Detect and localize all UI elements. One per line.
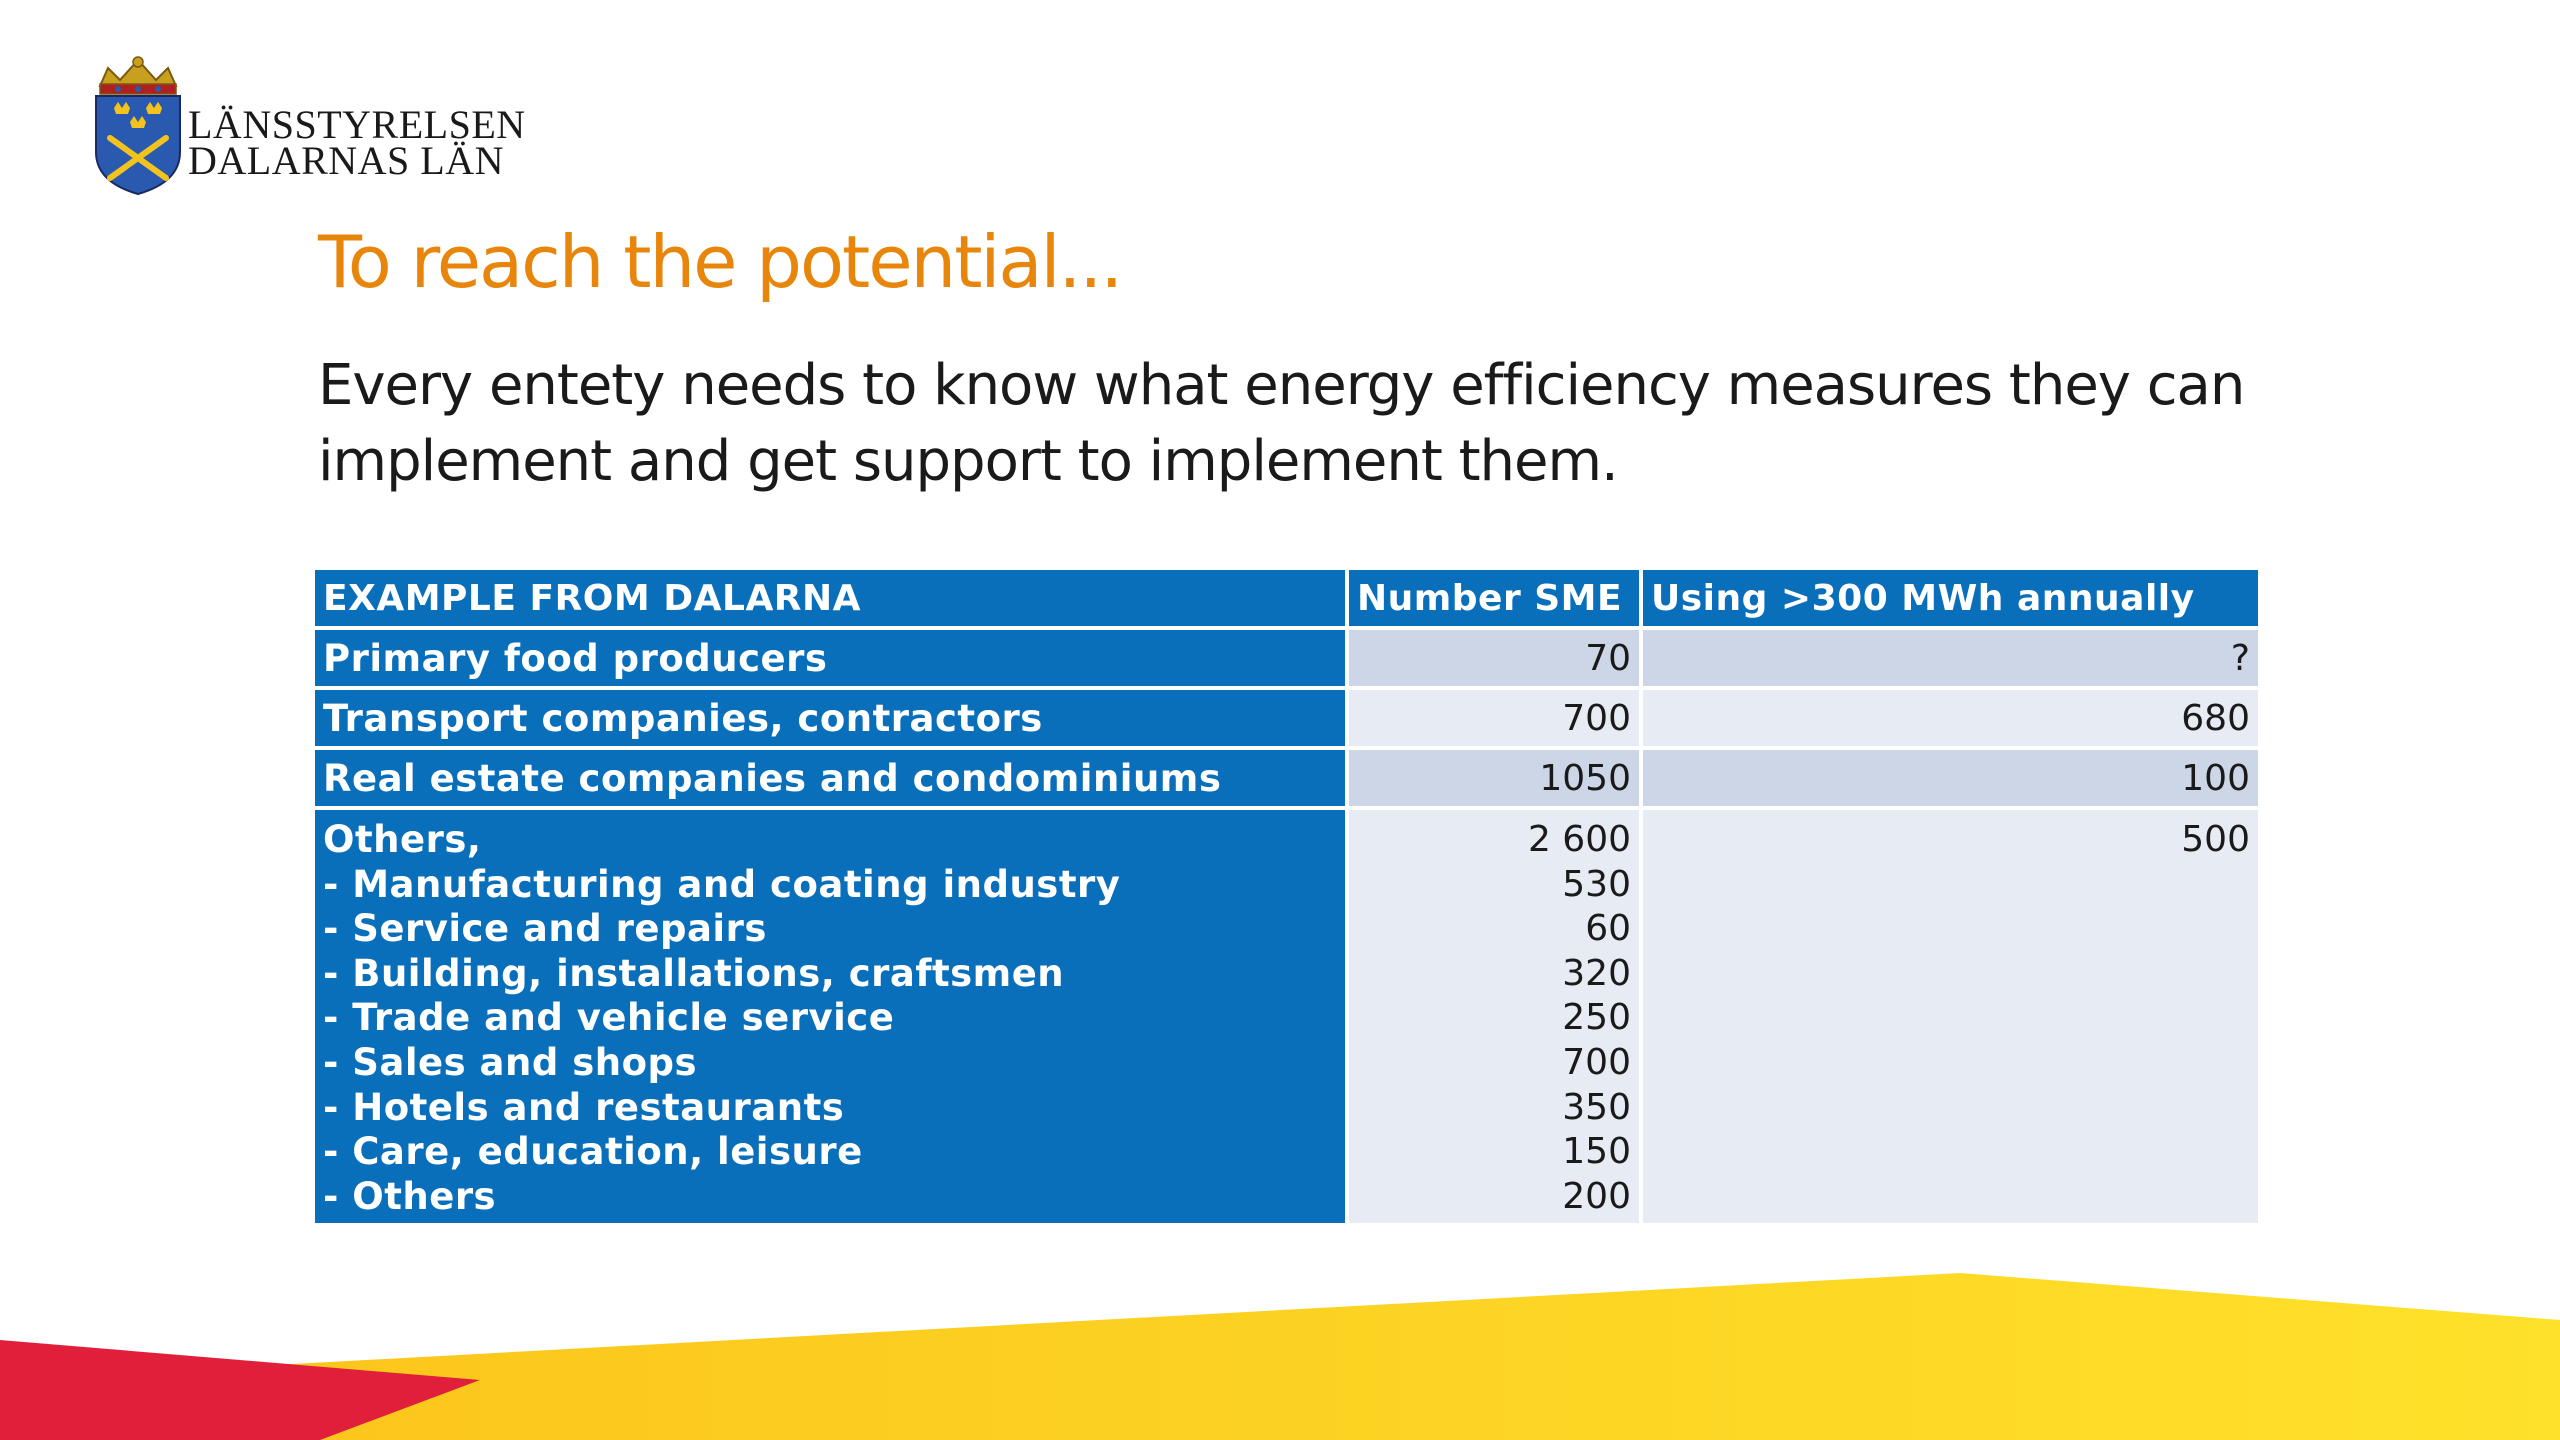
others-label: - Hotels and restaurants [323,1085,845,1129]
sme-table: EXAMPLE FROM DALARNA Number SME Using >3… [315,570,2258,1228]
footer-decorative-band [0,1273,2560,1440]
others-label: - Others [323,1174,497,1218]
logo-line-1: LÄNSSTYRELSEN [188,102,526,147]
others-label: - Manufacturing and coating industry [323,862,1121,906]
others-label: - Service and repairs [323,907,767,951]
table-row-others: Others, - Manufacturing and coating indu… [315,810,2258,1228]
others-label: - Building, installations, craftsmen [323,951,1065,995]
slide-title: To reach the potential... [318,220,1123,304]
row-mwh: 100 [1643,750,2258,810]
row-label: Transport companies, contractors [315,690,1349,750]
header-number-sme: Number SME [1349,570,1643,630]
others-mwh: 500 [1643,810,2258,1228]
table-row: Transport companies, contractors 700 680 [315,690,2258,750]
lansstyrelsen-logo: LÄNSSTYRELSEN DALARNAS LÄN [88,56,538,196]
row-sme: 1050 [1349,750,1643,810]
others-labels: Others, - Manufacturing and coating indu… [315,810,1349,1228]
others-sme-value: 350 [1562,1086,1631,1128]
row-mwh: 680 [1643,690,2258,750]
others-sme-value: 200 [1562,1175,1631,1217]
others-mwh-value: 500 [2181,819,2250,860]
others-sme-value: 700 [1562,1041,1631,1083]
others-label: - Trade and vehicle service [323,996,895,1040]
row-label: Primary food producers [315,630,1349,690]
row-sme: 70 [1349,630,1643,690]
row-mwh: ? [1643,630,2258,690]
table-header-row: EXAMPLE FROM DALARNA Number SME Using >3… [315,570,2258,630]
row-sme: 700 [1349,690,1643,750]
others-label: - Sales and shops [323,1040,698,1084]
others-sme-value: 320 [1562,952,1631,994]
others-sme-value: 150 [1562,1131,1631,1173]
others-sme-value: 250 [1562,997,1631,1039]
others-sme: 2 600 530 60 320 250 700 350 150 200 [1349,810,1643,1228]
table-row: Primary food producers 70 ? [315,630,2258,690]
header-mwh: Using >300 MWh annually [1643,570,2258,630]
table-row: Real estate companies and condominiums 1… [315,750,2258,810]
logo-line-2: DALARNAS LÄN [188,138,504,183]
others-label: Others, [323,818,482,861]
header-example: EXAMPLE FROM DALARNA [315,570,1349,630]
logo-wordmark: LÄNSSTYRELSEN DALARNAS LÄN [188,102,526,183]
others-label: - Care, education, leisure [323,1130,863,1174]
slide-subtitle: Every entety needs to know what energy e… [318,353,2245,494]
others-sme-value: 2 600 [1527,819,1631,860]
others-sme-value: 60 [1585,908,1631,950]
others-sme-value: 530 [1562,863,1631,905]
row-label: Real estate companies and condominiums [315,750,1349,810]
coat-of-arms-icon [95,56,181,196]
